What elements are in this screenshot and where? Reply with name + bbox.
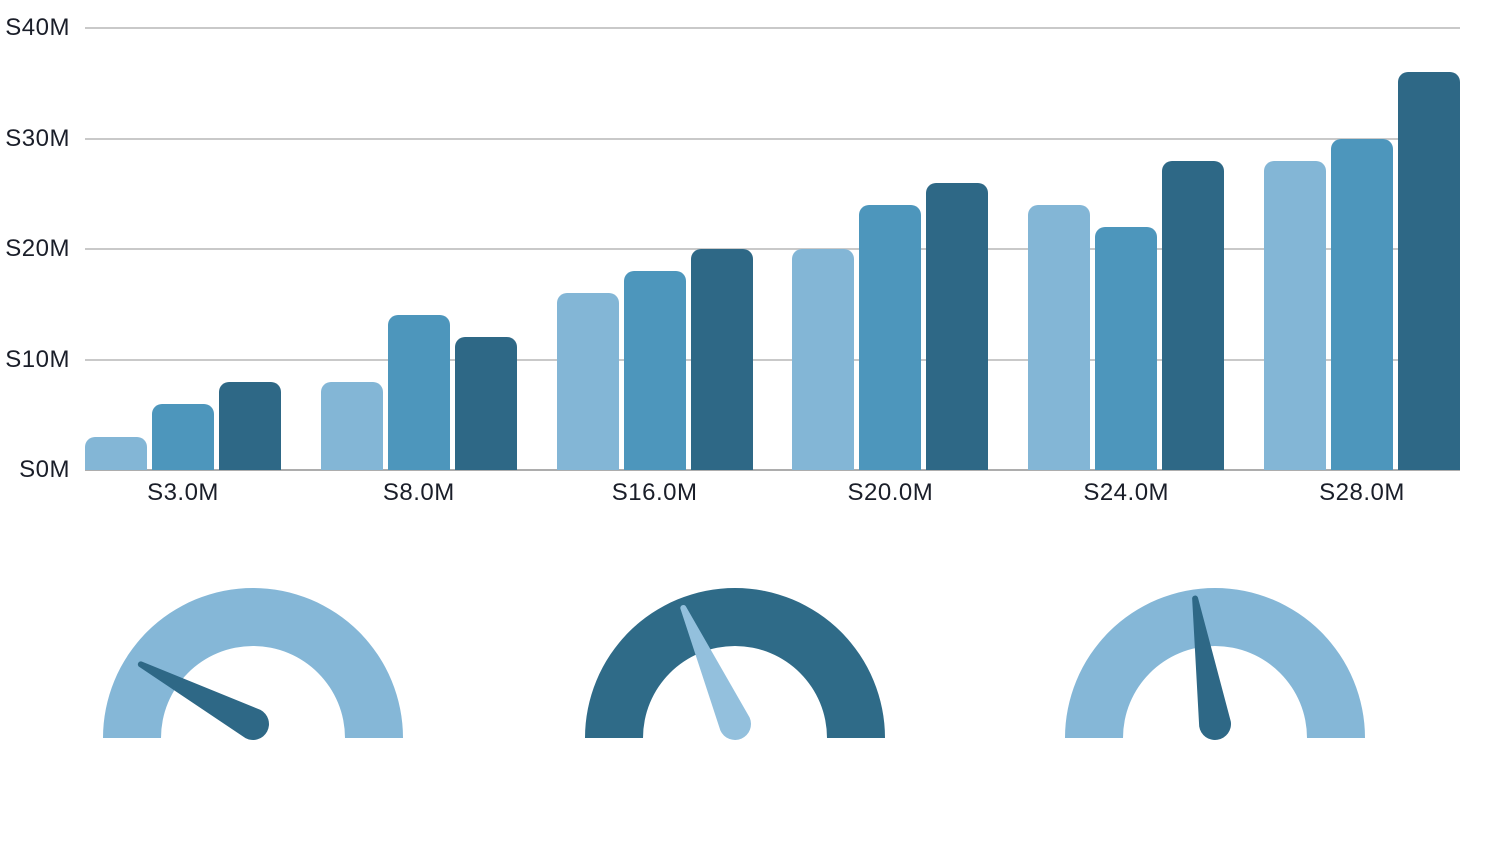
x-tick-label: S16.0M xyxy=(611,479,698,506)
x-tick-label: S8.0M xyxy=(382,479,455,506)
bar-S8.0M-series-medium xyxy=(387,315,450,470)
bar-group-S28.0M xyxy=(1264,28,1460,470)
bar-S3.0M-series-medium xyxy=(152,403,214,470)
bar-S28.0M-series-dark xyxy=(1398,72,1460,470)
bar-S20.0M-series-medium xyxy=(859,204,922,470)
bar-S16.0M-series-light xyxy=(556,293,619,470)
gridline xyxy=(85,248,1460,250)
bar-S28.0M-series-light xyxy=(1264,160,1326,470)
bar-S3.0M-series-light xyxy=(85,436,147,470)
gauge-right-needle xyxy=(1192,595,1231,740)
x-tick-label: S24.0M xyxy=(1083,479,1170,506)
gridline xyxy=(85,469,1460,471)
bar-group-S24.0M xyxy=(1028,28,1225,470)
gauge-row xyxy=(0,588,1500,758)
y-tick-label: S10M xyxy=(5,345,70,373)
bar-S8.0M-series-light xyxy=(320,381,383,470)
gauge-center-needle xyxy=(680,605,751,740)
gridline xyxy=(85,27,1460,29)
bar-S24.0M-series-medium xyxy=(1095,226,1158,470)
bar-group-S16.0M xyxy=(556,28,753,470)
bar-S3.0M-series-dark xyxy=(219,381,281,470)
y-tick-label: S20M xyxy=(5,235,70,262)
bar-S8.0M-series-dark xyxy=(454,337,517,470)
y-tick-label: S30M xyxy=(5,124,70,152)
x-axis: S3.0M S8.0M S16.0M S20.0M S24.0M S28.0M xyxy=(85,478,1460,510)
bar-S28.0M-series-medium xyxy=(1331,138,1393,470)
gauge-right xyxy=(1065,588,1365,740)
gauge-left xyxy=(103,588,403,740)
x-tick-label: S20.0M xyxy=(847,479,934,506)
bar-S24.0M-series-dark xyxy=(1162,160,1225,470)
x-tick-label: S3.0M xyxy=(147,479,219,506)
gauge-center-arc xyxy=(585,588,885,738)
gridline xyxy=(85,137,1460,140)
bar-S20.0M-series-light xyxy=(792,249,855,470)
y-tick-label: S40M xyxy=(5,14,70,41)
gauge-center xyxy=(585,588,885,740)
bar-S24.0M-series-light xyxy=(1028,204,1091,470)
y-tick-label: S0M xyxy=(19,456,70,483)
gauge-right-arc xyxy=(1065,588,1365,738)
bar-S20.0M-series-dark xyxy=(926,182,989,470)
bar-group-S3.0M xyxy=(85,28,281,470)
y-axis: S40M S30M S20M S10M S0M xyxy=(0,0,78,520)
gridline xyxy=(85,358,1460,361)
gauge-left-arc xyxy=(103,588,403,738)
gauge-left-needle xyxy=(137,661,269,740)
x-tick-label: S28.0M xyxy=(1319,479,1405,506)
bar-S16.0M-series-dark xyxy=(690,249,753,470)
bar-group-S8.0M xyxy=(320,28,517,470)
bar-group-S20.0M xyxy=(792,28,989,470)
bar-S16.0M-series-medium xyxy=(623,271,686,470)
plot-area xyxy=(85,27,1460,471)
